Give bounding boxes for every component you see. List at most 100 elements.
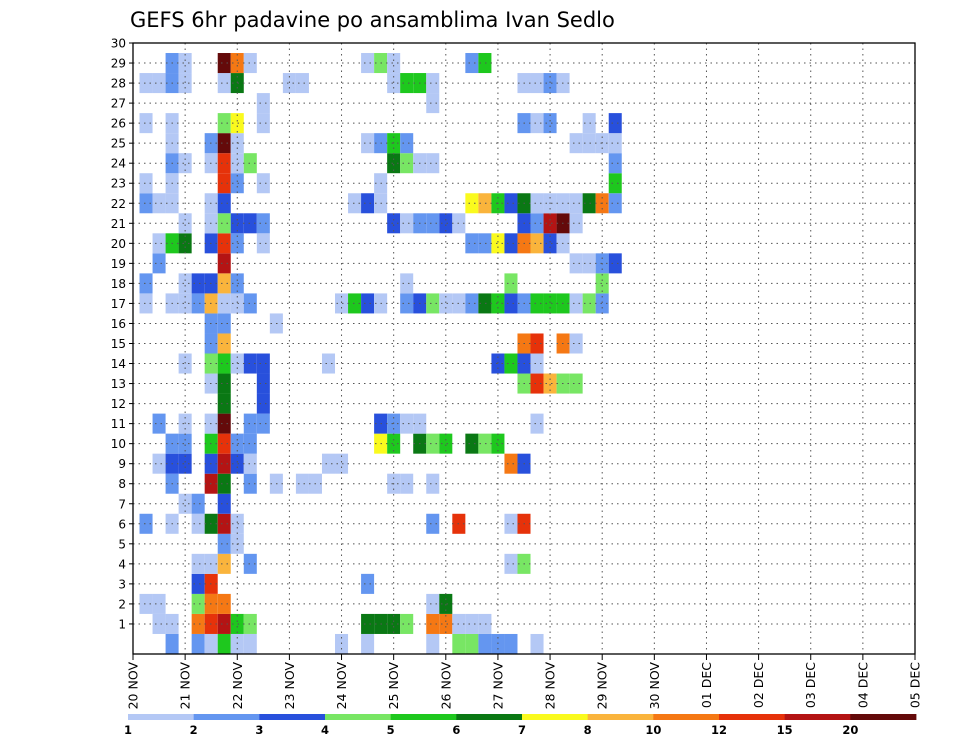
heatmap-cell — [504, 513, 518, 534]
heatmap-cell — [530, 233, 544, 254]
heatmap-cell — [139, 513, 153, 534]
y-tick-label: 16 — [111, 317, 126, 331]
heatmap-cell — [426, 513, 440, 534]
heatmap-cell — [504, 453, 518, 474]
x-tick-label: 28 NOV — [543, 662, 558, 710]
heatmap-cell — [139, 593, 153, 614]
y-tick-label: 29 — [111, 57, 126, 71]
heatmap-cell — [530, 373, 544, 394]
heatmap-cell — [426, 593, 440, 614]
y-tick-label: 25 — [111, 137, 126, 151]
heatmap-cell — [217, 293, 231, 314]
x-tick-label: 21 NOV — [178, 662, 193, 710]
x-tick-label: 30 NOV — [647, 662, 662, 710]
heatmap-cell — [439, 593, 453, 614]
heatmap-cell — [217, 613, 231, 634]
heatmap-cell — [439, 613, 453, 634]
heatmap-cell — [243, 633, 257, 654]
heatmap-cell — [217, 133, 231, 154]
heatmap-cell — [361, 53, 375, 74]
heatmap-cell — [439, 293, 453, 314]
heatmap-cell — [478, 193, 492, 214]
x-tick-label: 03 DEC — [803, 662, 818, 708]
heatmap-cell — [569, 293, 583, 314]
heatmap-cell — [439, 213, 453, 234]
heatmap-cell — [243, 553, 257, 574]
y-tick-label: 15 — [111, 337, 126, 351]
heatmap-cell — [400, 413, 414, 434]
heatmap-cell — [152, 73, 166, 94]
heatmap-cell — [335, 453, 349, 474]
heatmap-cell — [217, 73, 231, 94]
heatmap-cell — [348, 293, 362, 314]
heatmap-cell — [491, 433, 505, 454]
heatmap-cell — [504, 553, 518, 574]
heatmap-cell — [217, 593, 231, 614]
heatmap-cell — [608, 173, 622, 194]
heatmap-cell — [256, 113, 270, 134]
heatmap-cell — [387, 433, 401, 454]
heatmap-cell — [256, 393, 270, 414]
x-tick-label: 25 NOV — [386, 662, 401, 710]
heatmap-cell — [478, 633, 492, 654]
heatmap-cell — [608, 153, 622, 174]
heatmap-cell — [256, 233, 270, 254]
chart-title: GEFS 6hr padavine po ansamblima Ivan Sed… — [130, 8, 615, 32]
heatmap-cell — [387, 213, 401, 234]
heatmap-cell — [230, 613, 244, 634]
heatmap-cell — [243, 353, 257, 374]
heatmap-cell — [465, 53, 479, 74]
heatmap-cell — [569, 373, 583, 394]
heatmap-cell — [543, 373, 557, 394]
heatmap-cell — [465, 293, 479, 314]
y-tick-label: 18 — [111, 277, 126, 291]
heatmap-cell — [152, 193, 166, 214]
heatmap-cell — [217, 433, 231, 454]
heatmap-cell — [426, 153, 440, 174]
colorbar-label: 1 — [124, 723, 132, 737]
heatmap-cell — [387, 53, 401, 74]
x-tick-label: 27 NOV — [490, 662, 505, 710]
heatmap-cell — [478, 433, 492, 454]
x-tick-label: 05 DEC — [908, 662, 923, 708]
heatmap-cell — [608, 113, 622, 134]
heatmap-cell — [530, 73, 544, 94]
heatmap-cell — [230, 153, 244, 174]
heatmap-cell — [217, 513, 231, 534]
heatmap-cell — [504, 353, 518, 374]
heatmap-cell — [569, 133, 583, 154]
heatmap-cell — [217, 353, 231, 374]
heatmap-cell — [387, 73, 401, 94]
heatmap-cell — [152, 413, 166, 434]
heatmap-cell — [361, 133, 375, 154]
heatmap-cell — [478, 53, 492, 74]
heatmap-cell — [230, 173, 244, 194]
heatmap-cell — [491, 293, 505, 314]
heatmap-cell — [400, 213, 414, 234]
heatmap-cell — [204, 633, 218, 654]
y-tick-label: 6 — [118, 517, 126, 531]
y-tick-label: 26 — [111, 117, 126, 131]
heatmap-cell — [465, 613, 479, 634]
heatmap-cell — [178, 293, 192, 314]
colorbar-label: 4 — [321, 723, 329, 737]
heatmap-cell — [361, 193, 375, 214]
heatmap-cell — [243, 413, 257, 434]
heatmap-cell — [400, 293, 414, 314]
heatmap-cell — [191, 553, 205, 574]
heatmap-cell — [165, 633, 179, 654]
heatmap-cell — [504, 633, 518, 654]
heatmap-cell — [569, 213, 583, 234]
heatmap-cell — [426, 473, 440, 494]
heatmap-cell — [217, 253, 231, 274]
heatmap-cell — [243, 473, 257, 494]
heatmap-cell — [321, 453, 336, 474]
heatmap-cell — [478, 293, 492, 314]
heatmap-cell — [243, 613, 257, 634]
heatmap-cell — [178, 273, 192, 294]
heatmap-cell — [230, 213, 244, 234]
heatmap-cell — [217, 113, 231, 134]
heatmap-cell — [217, 153, 231, 174]
heatmap-cell — [217, 393, 231, 414]
heatmap-cell — [426, 293, 440, 314]
